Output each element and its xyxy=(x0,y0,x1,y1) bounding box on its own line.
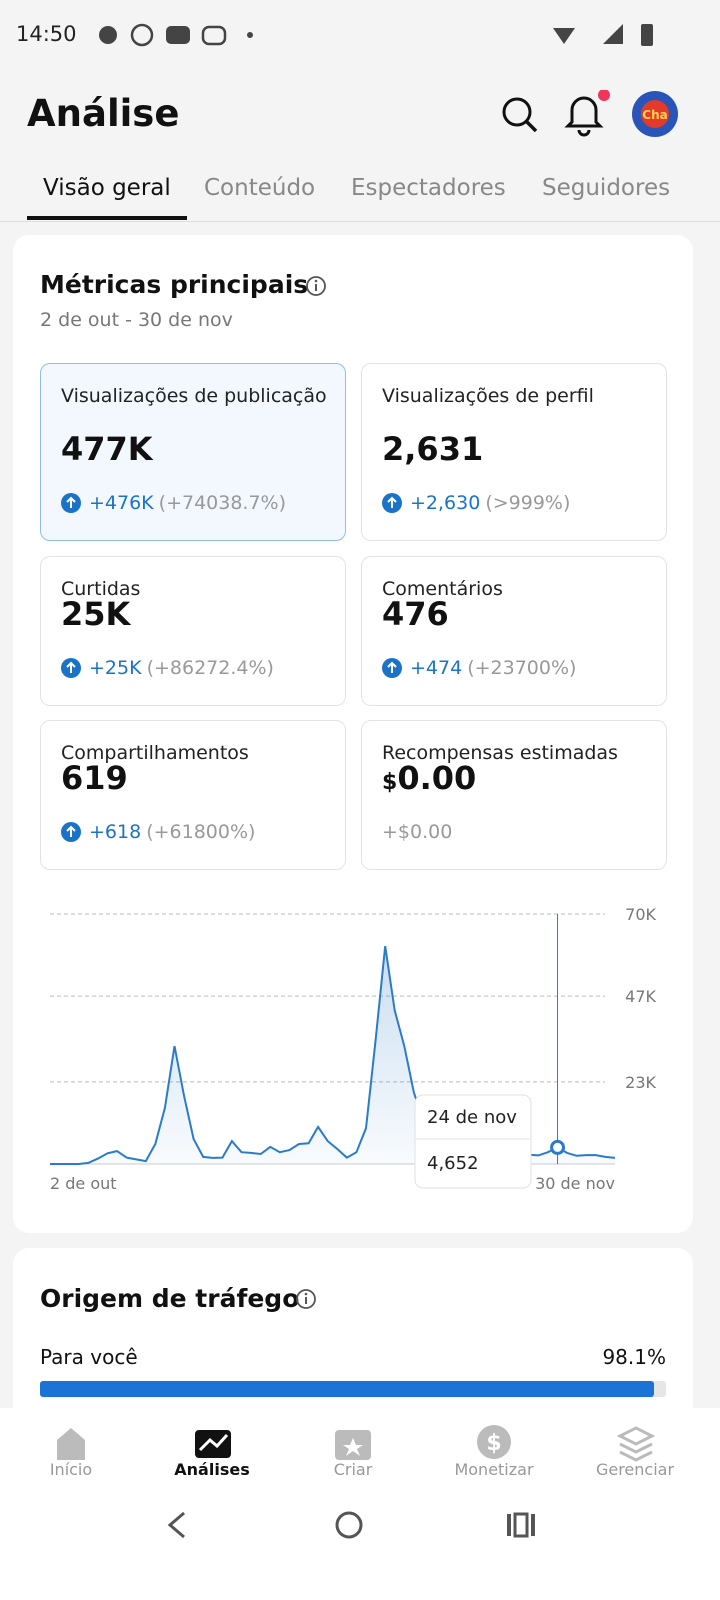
nav-icons: $ xyxy=(57,1425,656,1462)
metric-value: 477K xyxy=(61,430,153,468)
hover-point xyxy=(550,1139,566,1155)
metric-value: 2,631 xyxy=(382,430,483,468)
source-name: Para você xyxy=(40,1345,138,1369)
header-actions[interactable]: Cha xyxy=(495,90,685,140)
metric-change-value: +476K xyxy=(89,492,154,514)
up-icon xyxy=(61,658,81,678)
nav-item[interactable]: Análises xyxy=(174,1460,250,1479)
system-nav xyxy=(167,1511,535,1539)
metric-card[interactable]: Visualizações de perfil 2,631 +2,630 (>999%… xyxy=(361,363,667,541)
metric-value: $0.00 xyxy=(382,759,476,797)
metric-change: +474 (+23700%) xyxy=(382,657,576,679)
svg-text:$: $ xyxy=(486,1431,501,1456)
up-icon xyxy=(382,493,402,513)
metric-card[interactable]: Curtidas 25K +25K (+86272.4%) xyxy=(40,556,346,706)
metric-change-value: +474 xyxy=(410,657,463,679)
x-tick-label: 30 de nov xyxy=(535,1174,615,1193)
tab[interactable]: Visão geral xyxy=(43,175,171,201)
metric-card[interactable]: Visualizações de publicação 477K +476K (+74… xyxy=(40,363,346,541)
tab[interactable]: Espectadores xyxy=(351,175,506,201)
metric-change: +25K (+86272.4%) xyxy=(61,657,274,679)
page-title: Análise xyxy=(27,92,180,135)
metric-change-pct: (+23700%) xyxy=(467,657,577,679)
metric-number: 0.00 xyxy=(397,759,477,797)
metric-change-pct: (+86272.4%) xyxy=(146,657,274,679)
metric-number: 25K xyxy=(61,595,131,633)
nav-item[interactable]: Gerenciar xyxy=(595,1460,675,1479)
metric-change-pct: (+74038.7%) xyxy=(158,492,287,514)
metric-value: 476 xyxy=(382,595,449,633)
date-range: 2 de out - 30 de nov xyxy=(40,309,233,331)
metric-change: +$0.00 xyxy=(382,821,452,843)
metric-change: +618 (+61800%) xyxy=(61,821,255,843)
source-bar xyxy=(40,1381,655,1397)
nav-item[interactable]: Criar xyxy=(333,1460,373,1479)
metric-card[interactable]: Compartilhamentos 619 +618 (+61800%) xyxy=(40,720,346,870)
metric-change-pct: (+61800%) xyxy=(146,821,256,843)
status-icons xyxy=(99,23,253,47)
nav-item[interactable]: Início xyxy=(49,1460,93,1479)
status-time: 14:50 xyxy=(16,22,77,46)
info-icon[interactable] xyxy=(305,275,327,297)
tab[interactable]: Seguidores xyxy=(542,175,671,201)
card-title: Métricas principais xyxy=(40,270,309,299)
metric-currency: $ xyxy=(382,770,398,795)
x-tick-label: 2 de out xyxy=(50,1174,117,1193)
tooltip-value: 4,652 xyxy=(427,1153,479,1174)
metric-card[interactable]: Comentários 476 +474 (+23700%) xyxy=(361,556,667,706)
y-tick-label: 47K xyxy=(625,987,656,1006)
metric-card[interactable]: Recompensas estimadas $0.00 +$0.00 xyxy=(361,720,667,870)
tab-underline xyxy=(27,216,187,220)
metric-change-value: +25K xyxy=(89,657,142,679)
divider xyxy=(0,221,720,222)
y-tick-label: 23K xyxy=(625,1073,656,1092)
nav-item[interactable]: Monetizar xyxy=(454,1460,534,1479)
tab[interactable]: Conteúdo xyxy=(204,175,316,201)
status-right-icons xyxy=(553,24,653,46)
metric-change-value: +2,630 xyxy=(410,492,481,514)
metric-label: Comentários xyxy=(382,578,503,600)
up-icon xyxy=(382,658,402,678)
metric-label: Visualizações de perfil xyxy=(382,385,594,407)
metric-change-pct: (>999%) xyxy=(485,492,571,514)
tooltip-date: 24 de nov xyxy=(427,1107,517,1128)
metric-label: Curtidas xyxy=(61,578,141,600)
card-title: Origem de tráfego xyxy=(40,1284,300,1313)
info-icon[interactable] xyxy=(295,1288,317,1310)
metric-value: 619 xyxy=(61,759,128,797)
metric-number: 619 xyxy=(61,759,128,797)
metric-label: Compartilhamentos xyxy=(61,742,249,764)
metric-change-value: +$0.00 xyxy=(382,821,453,843)
metric-label: Visualizações de publicação xyxy=(61,385,327,407)
metric-change-value: +618 xyxy=(89,821,142,843)
up-icon xyxy=(61,493,81,513)
metric-number: 477K xyxy=(61,430,153,468)
svg-text:Cha: Cha xyxy=(642,108,667,122)
metric-value: 25K xyxy=(61,595,130,633)
chart: 23K 47K 70K 2 de out 30 de nov 24 de nov 4,652 xyxy=(50,905,657,1193)
metric-number: 476 xyxy=(382,595,449,633)
source-pct: 98.1% xyxy=(602,1345,666,1369)
metric-number: 2,631 xyxy=(382,430,484,468)
up-icon xyxy=(61,822,81,842)
metric-change: +476K (+74038.7%) xyxy=(61,492,286,514)
metric-change: +2,630 (>999%) xyxy=(382,492,570,514)
tooltip xyxy=(414,1094,532,1189)
y-tick-label: 70K xyxy=(625,905,656,924)
metric-label: Recompensas estimadas xyxy=(382,742,618,764)
